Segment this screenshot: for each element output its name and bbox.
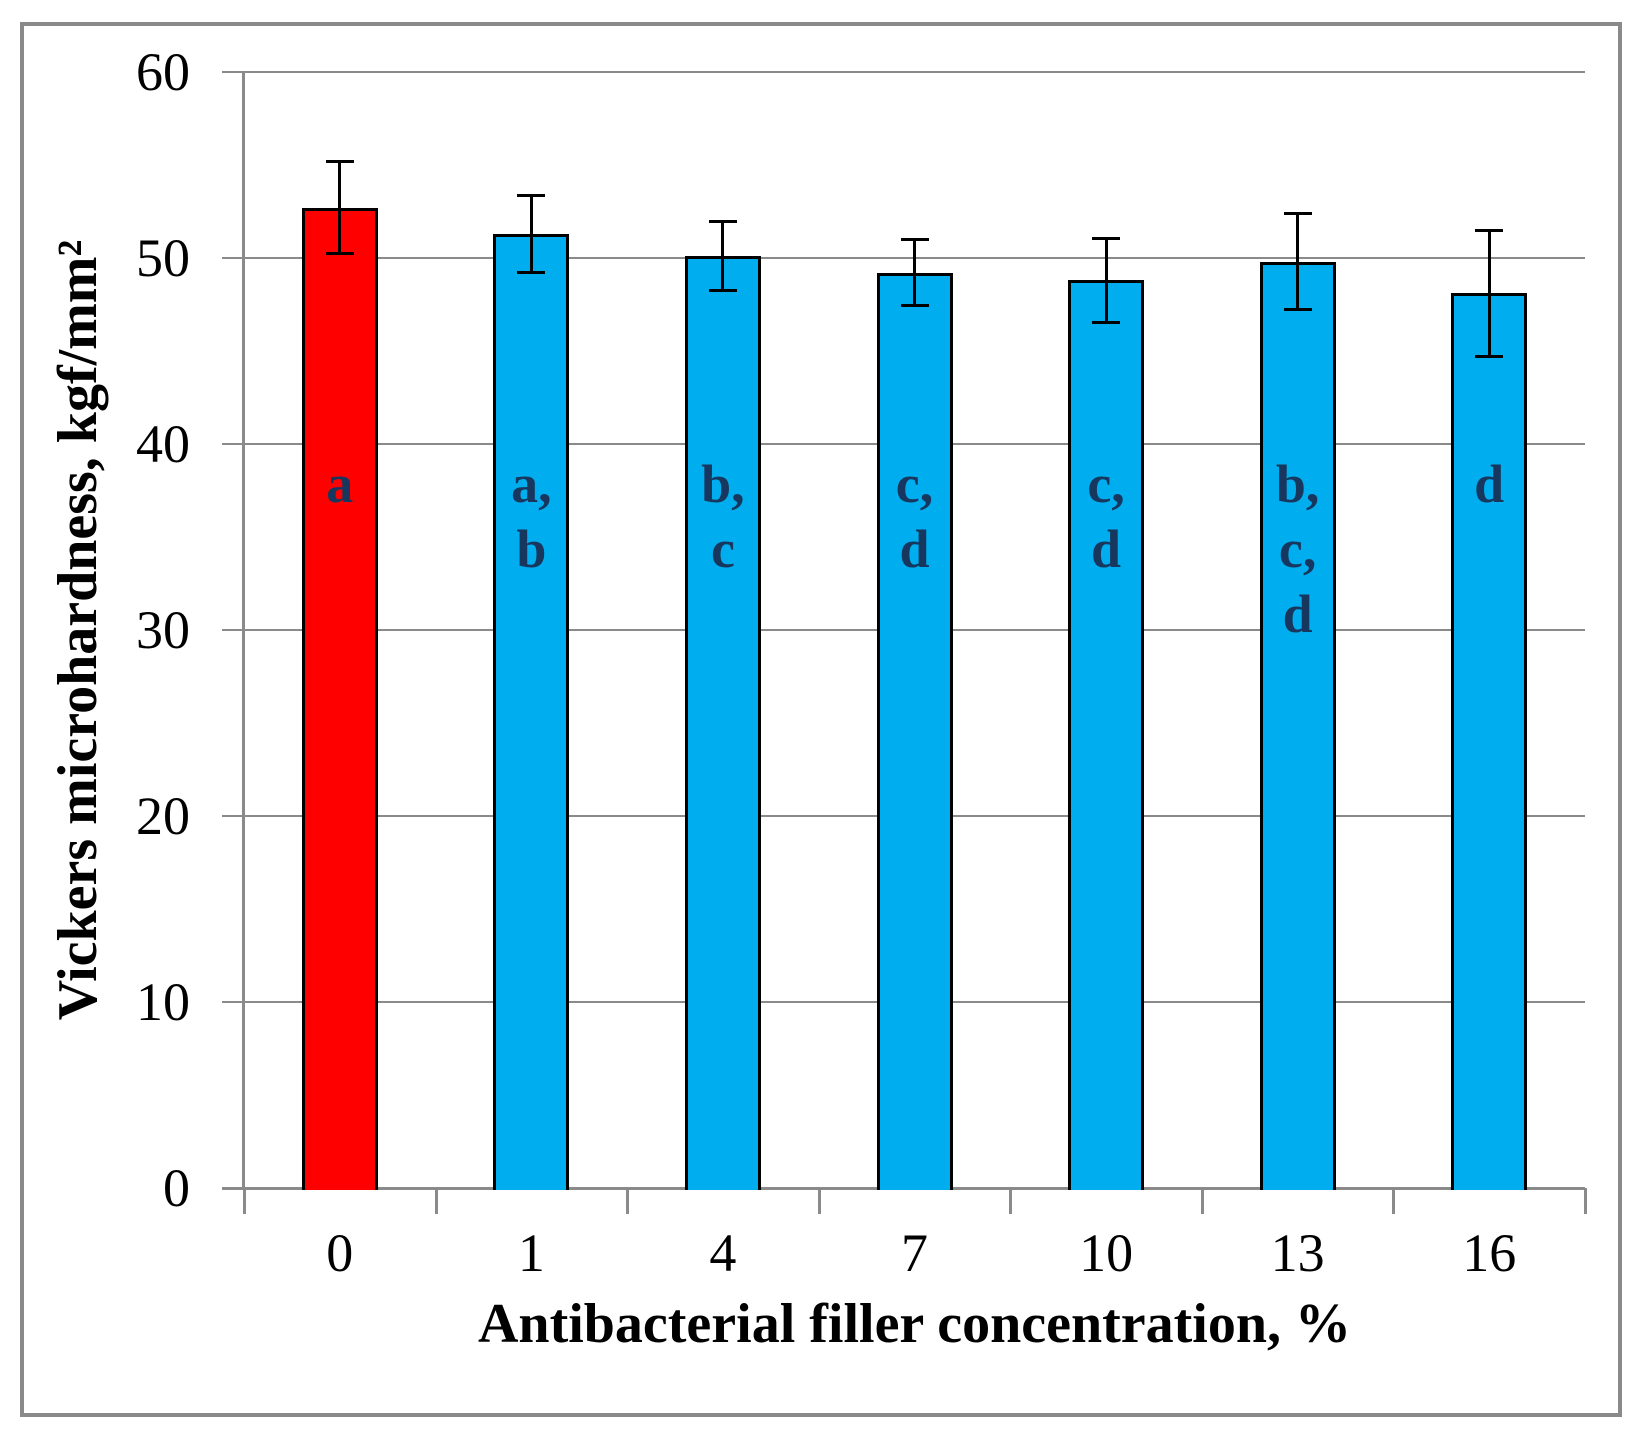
significance-label-0: a: [265, 452, 415, 517]
error-bar-cap-bottom: [708, 289, 737, 293]
plot-area: 0 10 20 30 40 50 60 a 0 a, b 1 b, c 4 c, d 7 c, d 10 b, c, d 13 d…: [136, 42, 1587, 1283]
bar-4[interactable]: [684, 256, 761, 1190]
figure-frame: [20, 22, 1622, 1417]
error-bar-10: [1104, 237, 1108, 324]
error-bar-cap-bottom: [1092, 321, 1121, 325]
significance-label-line: a: [326, 454, 354, 514]
error-bar-cap-top: [1092, 236, 1121, 240]
error-bar-cap-bottom: [1475, 354, 1504, 358]
error-bar-cap-bottom: [900, 304, 929, 308]
x-tick-label-0: 0: [326, 1223, 354, 1283]
x-tick-mark: [1392, 1188, 1396, 1214]
x-tick-mark: [434, 1188, 438, 1214]
x-tick-label-13: 13: [1270, 1223, 1325, 1283]
significance-label-7: c, d: [840, 452, 990, 582]
error-bar-1: [529, 194, 533, 273]
error-bar-cap-bottom: [1283, 308, 1312, 312]
x-tick-mark: [1200, 1188, 1204, 1214]
x-tick-mark: [1009, 1188, 1013, 1214]
significance-label-line: d: [899, 519, 930, 579]
y-tick-label: 50: [136, 228, 190, 288]
significance-label-16: d: [1414, 452, 1564, 517]
bar-1[interactable]: [493, 233, 570, 1190]
x-tick-label-4: 4: [709, 1223, 737, 1283]
x-tick-mark: [626, 1188, 630, 1214]
y-tick-label: 20: [136, 786, 190, 846]
x-axis-title: Antibacterial filler concentration, %: [477, 1293, 1351, 1355]
significance-label-line: b: [516, 519, 547, 579]
y-tick-label: 0: [163, 1158, 190, 1218]
y-tick-label: 10: [136, 972, 190, 1032]
error-bar-cap-top: [900, 238, 929, 242]
significance-label-line: c: [710, 519, 735, 579]
bar-10[interactable]: [1068, 280, 1145, 1190]
error-bar-cap-top: [325, 160, 354, 164]
error-bar-cap-top: [1475, 229, 1504, 233]
error-bar-cap-top: [708, 219, 737, 223]
x-tick-label-16: 16: [1462, 1223, 1517, 1283]
error-bar-7: [913, 239, 916, 307]
error-bar-cap-top: [517, 193, 546, 197]
x-tick-label-1: 1: [517, 1223, 545, 1283]
y-tick-label: 30: [136, 600, 190, 660]
bar-7[interactable]: [876, 272, 953, 1190]
y-axis-line: [242, 71, 245, 1189]
significance-label-line: d: [1091, 519, 1122, 579]
x-tick-mark: [817, 1188, 821, 1214]
x-tick-mark: [243, 1188, 246, 1214]
significance-label-line: c,: [1278, 519, 1317, 579]
significance-label-4: b, c: [648, 452, 798, 582]
significance-label-10: c, d: [1031, 452, 1181, 582]
x-tick-label-7: 7: [900, 1223, 928, 1283]
significance-label-line: d: [1474, 454, 1505, 514]
significance-label-line: c,: [1087, 454, 1125, 514]
significance-label-line: b,: [1275, 454, 1320, 514]
x-tick-mark: [1584, 1188, 1587, 1214]
gridline-60: [222, 71, 1585, 73]
gridline-50: [222, 257, 1585, 259]
significance-label-line: c,: [895, 454, 934, 514]
bar-16[interactable]: [1451, 293, 1528, 1190]
error-bar-4: [721, 220, 725, 292]
error-bar-16: [1487, 230, 1491, 357]
significance-label-1: a, b: [456, 452, 606, 582]
error-bar-cap-top: [1283, 212, 1312, 216]
error-bar-13: [1296, 213, 1300, 311]
y-tick-label: 40: [136, 414, 190, 474]
bar-0[interactable]: [301, 207, 378, 1190]
y-tick-label: 60: [136, 42, 190, 102]
error-bar-cap-bottom: [325, 252, 354, 256]
error-bar-0: [338, 161, 342, 255]
significance-label-line: d: [1282, 584, 1313, 644]
error-bar-cap-bottom: [517, 270, 546, 274]
x-tick-label-10: 10: [1079, 1223, 1134, 1283]
significance-label-line: b,: [701, 454, 745, 514]
significance-label-line: a,: [511, 454, 552, 514]
significance-label-13: b, c, d: [1223, 452, 1373, 647]
bar-13[interactable]: [1259, 261, 1336, 1190]
